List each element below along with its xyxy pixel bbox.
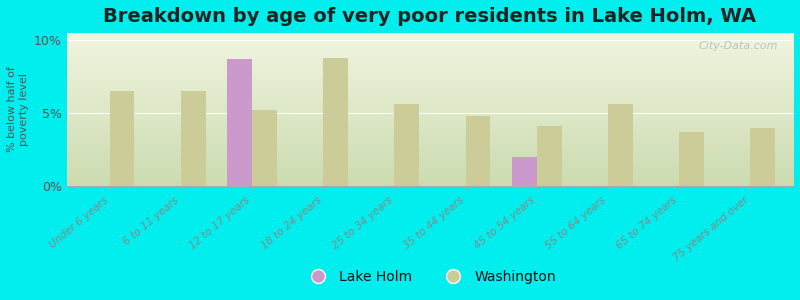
Bar	[110, 91, 134, 186]
Title: Breakdown by age of very poor residents in Lake Holm, WA: Breakdown by age of very poor residents …	[103, 7, 757, 26]
Bar	[181, 91, 206, 186]
Bar	[466, 116, 490, 186]
Text: City-Data.com: City-Data.com	[699, 41, 778, 51]
Bar	[323, 58, 348, 186]
Legend: Lake Holm, Washington: Lake Holm, Washington	[298, 264, 562, 289]
Bar	[750, 128, 775, 186]
Bar	[394, 104, 419, 186]
Bar	[537, 126, 562, 186]
Y-axis label: % below half of
poverty level: % below half of poverty level	[7, 67, 29, 152]
Bar	[512, 157, 537, 186]
Bar	[679, 132, 704, 186]
Bar	[608, 104, 633, 186]
Bar	[227, 59, 252, 186]
Bar	[252, 110, 277, 186]
